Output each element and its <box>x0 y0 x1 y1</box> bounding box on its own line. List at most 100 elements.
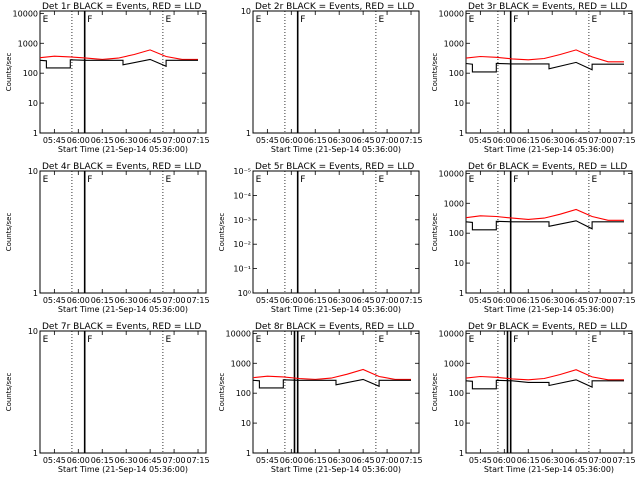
chart-6-xtick-label: 05:45 <box>469 296 492 305</box>
chart-8-frame <box>252 330 420 454</box>
chart-1-ytick-label: 10 <box>28 99 38 108</box>
chart-5-ytick-label: 10⁻¹ <box>233 265 251 274</box>
chart-6-ytick-label: 1000 <box>444 199 464 208</box>
chart-7-frame <box>39 330 207 454</box>
chart-6-title: Det 6r BLACK = Events, RED = LLD <box>468 162 627 172</box>
chart-5-xtick-label: 05:45 <box>256 296 279 305</box>
chart-9-xtick-label: 05:45 <box>469 456 492 465</box>
chart-7-ytick-label: 10 <box>28 327 38 336</box>
chart-1-series-black <box>39 58 198 69</box>
chart-8-xtick-label: 06:45 <box>352 456 375 465</box>
chart-8-marker-label: E <box>379 335 385 345</box>
chart-4-xtick-label: 07:15 <box>186 296 209 305</box>
chart-1-marker-label: E <box>166 15 172 25</box>
chart-3-ytick-label: 1000 <box>444 39 464 48</box>
chart-4-xtick-label: 06:15 <box>91 296 114 305</box>
chart-1-marker-label: E <box>43 15 49 25</box>
chart-7-xtick-label: 07:00 <box>163 456 186 465</box>
chart-6-ytick-label: 1 <box>459 289 464 298</box>
chart-9-ytick-label: 1000 <box>444 359 464 368</box>
chart-2-marker-label: E <box>256 15 262 25</box>
chart-9-title: Det 9r BLACK = Events, RED = LLD <box>468 322 627 332</box>
chart-3-xtick-label: 07:15 <box>612 136 635 145</box>
chart-6-frame <box>465 170 633 294</box>
chart-6-marker-label: E <box>592 175 598 185</box>
chart-1-xtick-label: 06:15 <box>91 136 114 145</box>
chart-4-xlabel: Start Time (21-Sep-14 05:36:00) <box>58 305 188 314</box>
chart-5-xlabel: Start Time (21-Sep-14 05:36:00) <box>271 305 401 314</box>
chart-3-ytick-label: 10 <box>454 99 464 108</box>
chart-9-xlabel: Start Time (21-Sep-14 05:36:00) <box>484 465 614 474</box>
chart-5-ytick-label: 10⁻³ <box>233 216 251 225</box>
chart-3: Det 3r BLACK = Events, RED = LLD Counts/s… <box>431 2 636 154</box>
chart-1-xtick-label: 05:45 <box>43 136 66 145</box>
chart-8-xtick-label: 06:30 <box>328 456 351 465</box>
chart-9-marker-label: F <box>513 335 518 345</box>
chart-8-ylabel: Counts/sec <box>218 373 226 412</box>
chart-2-ytick-label: 10 <box>241 7 251 16</box>
chart-9-xtick-label: 06:30 <box>541 456 564 465</box>
chart-7-xtick-label: 06:15 <box>91 456 114 465</box>
chart-7-marker-label: F <box>87 335 92 345</box>
chart-5-marker-label: F <box>300 175 305 185</box>
chart-8-ytick-label: 1000 <box>231 359 251 368</box>
chart-9-series-red <box>465 369 624 381</box>
chart-2-xtick-label: 06:15 <box>304 136 327 145</box>
chart-2-xtick-label: 05:45 <box>256 136 279 145</box>
chart-9-xtick-label: 07:15 <box>612 456 635 465</box>
chart-9-frame <box>465 330 633 454</box>
chart-4-marker-label: E <box>43 175 49 185</box>
chart-8-xlabel: Start Time (21-Sep-14 05:36:00) <box>271 465 401 474</box>
chart-3-ylabel: Counts/sec <box>431 53 439 92</box>
chart-1-ylabel: Counts/sec <box>5 53 13 92</box>
chart-1-xtick-label: 06:30 <box>115 136 138 145</box>
chart-3-series-red <box>465 49 624 63</box>
chart-7-ylabel: Counts/sec <box>5 373 13 412</box>
chart-5-xtick-label: 06:45 <box>352 296 375 305</box>
chart-2-marker-label: F <box>300 15 305 25</box>
chart-2-title: Det 2r BLACK = Events, RED = LLD <box>255 2 414 12</box>
chart-6-xtick-label: 06:45 <box>565 296 588 305</box>
chart-1-title: Det 1r BLACK = Events, RED = LLD <box>42 2 201 12</box>
chart-9-marker-label: E <box>469 335 475 345</box>
chart-4-marker-label: F <box>87 175 92 185</box>
chart-6-xtick-label: 06:30 <box>541 296 564 305</box>
chart-6-xtick-label: 07:15 <box>612 296 635 305</box>
chart-9-ytick-label: 100 <box>449 389 464 398</box>
chart-4: Det 4r BLACK = Events, RED = LLD Counts/s… <box>5 162 210 314</box>
chart-4-xtick-label: 06:00 <box>67 296 90 305</box>
chart-3-xtick-label: 06:15 <box>517 136 540 145</box>
chart-7: Det 7r BLACK = Events, RED = LLD Counts/s… <box>5 322 210 474</box>
chart-2-xtick-label: 06:00 <box>280 136 303 145</box>
chart-3-xtick-label: 06:00 <box>493 136 516 145</box>
chart-3-marker-label: E <box>592 15 598 25</box>
chart-8-series-red <box>252 368 411 380</box>
chart-7-xtick-label: 07:15 <box>186 456 209 465</box>
chart-5-xtick-label: 07:15 <box>399 296 422 305</box>
chart-1: Det 1r BLACK = Events, RED = LLD Counts/s… <box>5 2 210 154</box>
chart-6-ytick-label: 10 <box>454 259 464 268</box>
chart-1-xtick-label: 06:00 <box>67 136 90 145</box>
chart-3-xtick-label: 07:00 <box>589 136 612 145</box>
chart-3-series-black <box>465 61 624 73</box>
chart-6-xtick-label: 07:00 <box>589 296 612 305</box>
chart-1-frame <box>39 10 207 134</box>
chart-3-title: Det 3r BLACK = Events, RED = LLD <box>468 2 627 12</box>
chart-3-ytick-label: 10000 <box>439 9 464 18</box>
chart-2-xtick-label: 06:30 <box>328 136 351 145</box>
chart-9-xtick-label: 06:45 <box>565 456 588 465</box>
chart-7-xlabel: Start Time (21-Sep-14 05:36:00) <box>58 465 188 474</box>
chart-3-xtick-label: 06:45 <box>565 136 588 145</box>
chart-2-marker-label: E <box>379 15 385 25</box>
chart-1-xtick-label: 06:45 <box>139 136 162 145</box>
chart-8-title: Det 8r BLACK = Events, RED = LLD <box>255 322 414 332</box>
chart-8-xtick-label: 05:45 <box>256 456 279 465</box>
chart-3-xtick-label: 05:45 <box>469 136 492 145</box>
chart-6-xtick-label: 06:00 <box>493 296 516 305</box>
chart-8-xtick-label: 07:00 <box>376 456 399 465</box>
chart-3-marker-label: E <box>469 15 475 25</box>
chart-3-xlabel: Start Time (21-Sep-14 05:36:00) <box>484 145 614 154</box>
chart-2-ytick-label: 1 <box>246 129 251 138</box>
chart-4-ytick-label: 1 <box>33 289 38 298</box>
chart-8-ytick-label: 1 <box>246 449 251 458</box>
